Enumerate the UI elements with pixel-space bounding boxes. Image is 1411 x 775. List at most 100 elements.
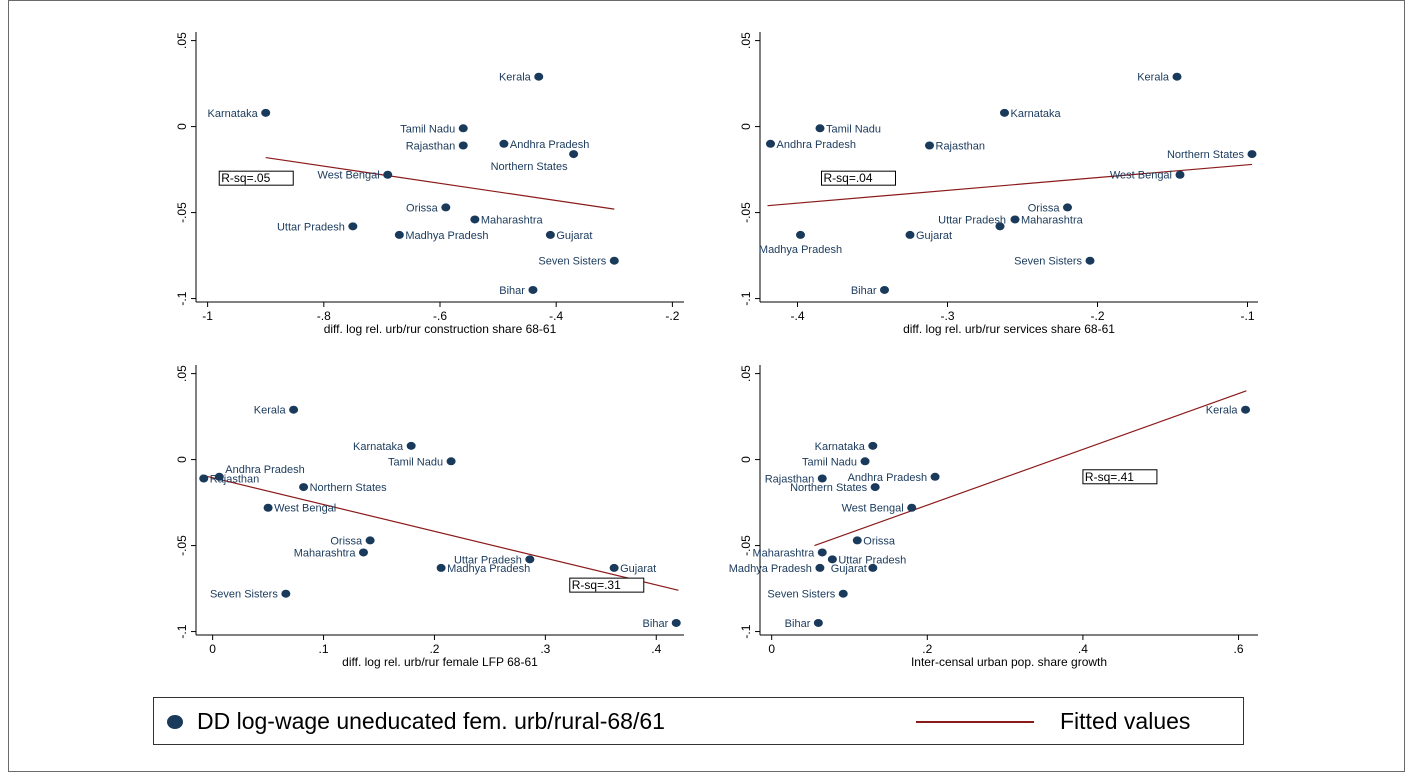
point-label: Bihar [643,618,669,630]
figure-frame [8,0,1405,772]
x-tick-label: -.4 [790,309,804,323]
r-squared-box [821,170,896,186]
y-tick-label: 0 [175,456,189,463]
y-tick-label: .05 [175,365,189,382]
y-tick-label: -.05 [175,202,189,223]
data-point [1175,170,1185,179]
data-point [525,555,535,564]
data-point [880,285,889,294]
point-label: Kerala [1137,72,1170,84]
x-tick-label: 0 [768,642,775,656]
data-point [214,472,224,481]
point-label: West Bengal [1110,170,1172,182]
data-point [907,503,917,512]
point-label: Rajasthan [210,474,260,486]
data-point [458,124,468,133]
point-label: Karnataka [1011,108,1062,120]
data-point [817,548,827,557]
point-label: Maharashtra [1021,214,1084,226]
data-point [925,141,934,150]
data-point [815,124,825,133]
x-tick-label: .2 [922,642,932,656]
data-point [1010,215,1020,224]
data-point [406,441,416,450]
data-point [766,139,775,148]
data-point [289,405,299,414]
data-point [436,563,446,572]
x-axis-title: diff. log rel. urb/rur services share 68… [903,322,1115,336]
data-point [838,589,848,598]
scatter-panel-3: 0 .1 .2 .3 .4 .05 0 -.05 -.1 diff. log rel. urb/r… [175,365,684,669]
data-point [609,563,619,572]
fitted-line [767,163,1253,207]
data-point [569,150,579,159]
point-label: Tamil Nadu [400,123,455,135]
data-point [930,472,940,481]
y-tick-label: .05 [739,365,753,382]
x-tick-label: -.4 [549,309,563,323]
fitted-line [201,474,679,591]
r-squared-box [1082,469,1158,485]
point-label: Northern States [310,482,388,494]
point-label: Uttar Pradesh [454,554,522,566]
point-label: Kerala [254,405,287,417]
point-label: Karnataka [208,108,259,120]
point-label: Rajasthan [936,141,986,153]
point-label: Uttar Pradesh [938,214,1006,226]
data-point [534,72,544,81]
legend-marker-fit [916,721,1034,723]
point-label: Orissa [330,535,363,547]
x-tick-label: .1 [319,642,329,656]
r-squared-label: R-sq=.04 [824,171,873,185]
data-point [470,215,480,224]
point-label: Kerala [1206,405,1239,417]
data-point [870,483,880,492]
y-tick-label: 0 [739,456,753,463]
point-label: Orissa [863,535,896,547]
point-label: West Bengal [318,170,380,182]
data-point [1241,405,1251,414]
point-label: Gujarat [620,563,656,575]
legend-label-points: DD log-wage uneducated fem. urb/rural-68… [197,708,665,734]
point-label: Karnataka [815,441,866,453]
data-point [446,457,456,466]
point-label: Andhra Pradesh [510,139,590,151]
x-tick-label: -.6 [433,309,447,323]
data-point [441,203,451,212]
y-tick-label: 0 [175,123,189,130]
data-point [528,285,538,294]
data-point [299,483,309,492]
data-point [1247,150,1257,159]
data-point [394,230,404,239]
y-tick-label: -.1 [175,624,189,638]
scatter-panel-1: -1 -.8 -.6 -.4 -.2 .05 0 -.05 -.1 diff. log rel. … [175,32,684,336]
data-point [905,230,915,239]
data-point [860,457,870,466]
x-axis-title: diff. log rel. urb/rur construction shar… [324,322,557,336]
x-axis-title: Inter-censal urban pop. share growth [911,655,1107,669]
point-label: Bihar [499,285,525,297]
r-squared-box [569,577,645,593]
data-point [348,222,358,231]
point-label: Maharashtra [294,547,357,559]
x-tick-label: -.1 [1240,309,1254,323]
x-tick-label: -.8 [317,309,331,323]
point-label: Northern States [790,482,868,494]
fitted-line [265,156,615,210]
point-label: Andhra Pradesh [777,139,857,151]
point-label: Northern States [491,161,569,173]
data-point [868,563,878,572]
data-point [1000,108,1009,117]
point-label: Gujarat [831,563,867,575]
data-point [281,589,291,598]
data-point [1172,72,1182,81]
data-point [499,139,509,148]
point-label: Kerala [499,72,532,84]
point-label: Gujarat [556,230,592,242]
fitted-line [814,390,1247,547]
data-point [815,563,825,572]
data-point [813,618,823,627]
point-label: Orissa [406,202,439,214]
point-label: Rajasthan [765,474,815,486]
